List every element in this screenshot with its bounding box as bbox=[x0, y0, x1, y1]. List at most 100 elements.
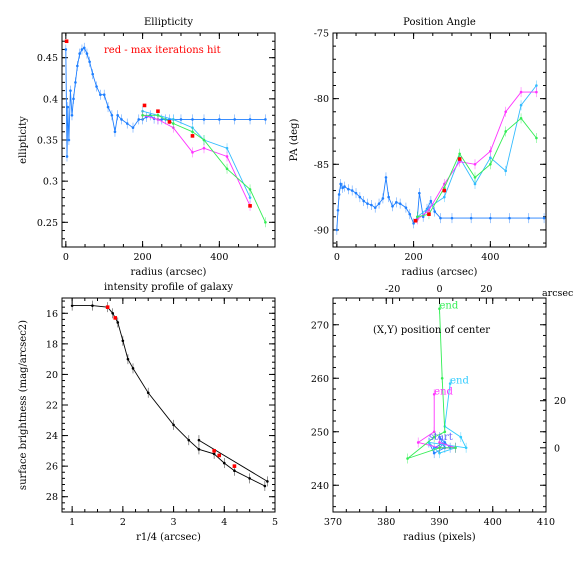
max-iter-point bbox=[190, 134, 195, 138]
data-point bbox=[69, 89, 72, 92]
data-point bbox=[432, 435, 436, 439]
max-iter-point bbox=[232, 464, 237, 468]
legend-annotation: red - max iterations hit bbox=[104, 45, 221, 56]
max-iter-point bbox=[442, 188, 447, 193]
y-tick-label: 0.4 bbox=[43, 94, 58, 105]
data-point bbox=[74, 81, 77, 84]
data-point bbox=[202, 118, 206, 121]
y-tick-label: 26 bbox=[46, 462, 58, 473]
max-iter-point bbox=[105, 305, 110, 309]
top-axis-tick-label: 20 bbox=[480, 284, 492, 295]
max-iter-point bbox=[248, 204, 252, 208]
panel-3: intensity profile of galaxy 1 2 3 4 5 16 18 20 22… bbox=[18, 282, 278, 543]
data-point bbox=[519, 117, 523, 120]
max-iter-point bbox=[64, 39, 69, 44]
data-point bbox=[350, 189, 354, 192]
data-point bbox=[125, 122, 129, 125]
data-point bbox=[266, 480, 269, 483]
data-point bbox=[387, 195, 390, 199]
x-tick-label: 410 bbox=[537, 517, 555, 528]
data-point bbox=[121, 339, 125, 343]
data-point bbox=[110, 114, 114, 117]
max-iter-point bbox=[427, 212, 431, 216]
data-point bbox=[248, 196, 252, 199]
y-tick-label: 20 bbox=[46, 370, 58, 381]
plot-area bbox=[64, 39, 267, 228]
data-point bbox=[347, 187, 350, 191]
data-point bbox=[225, 155, 229, 158]
x-tick-label: 4 bbox=[221, 517, 227, 528]
chart-title: Ellipticity bbox=[144, 17, 193, 28]
x-tick-label: 0 bbox=[63, 252, 69, 263]
data-point bbox=[473, 162, 477, 166]
data-point bbox=[76, 64, 79, 68]
y-axis-label: ellipticity bbox=[18, 116, 29, 164]
top-axis-tick-label: -20 bbox=[385, 284, 400, 295]
data-point bbox=[225, 167, 229, 171]
series-line-1 bbox=[72, 305, 266, 487]
max-iter-point bbox=[142, 103, 147, 108]
point-label: end bbox=[434, 386, 453, 397]
data-point bbox=[438, 446, 441, 450]
data-point bbox=[341, 186, 344, 190]
data-point bbox=[172, 423, 175, 427]
data-point bbox=[179, 118, 183, 121]
data-point bbox=[381, 197, 385, 200]
data-point bbox=[80, 48, 84, 51]
data-point bbox=[339, 182, 342, 186]
data-point bbox=[438, 441, 441, 444]
data-point bbox=[442, 195, 446, 199]
data-point bbox=[408, 212, 412, 216]
data-point bbox=[362, 199, 366, 203]
data-point bbox=[489, 162, 492, 166]
data-point bbox=[373, 206, 377, 209]
data-point bbox=[440, 376, 444, 380]
x-tick-label: 400 bbox=[484, 517, 502, 528]
data-point bbox=[473, 182, 477, 186]
point-label: end bbox=[440, 301, 459, 312]
plot-area bbox=[70, 300, 269, 492]
data-point bbox=[218, 118, 221, 121]
y-tick-label: 16 bbox=[46, 309, 58, 320]
data-point bbox=[443, 430, 447, 434]
data-point bbox=[197, 448, 201, 451]
data-point bbox=[504, 130, 508, 133]
x-tick-label: 380 bbox=[377, 517, 395, 528]
data-point bbox=[519, 90, 523, 94]
data-point bbox=[458, 152, 461, 156]
data-point bbox=[535, 84, 538, 87]
data-point bbox=[141, 114, 144, 117]
data-point bbox=[416, 215, 419, 219]
data-point bbox=[263, 484, 267, 488]
data-point bbox=[113, 130, 117, 134]
max-iter-point bbox=[217, 453, 222, 458]
series-line-2 bbox=[417, 85, 537, 218]
data-point bbox=[126, 357, 130, 361]
x-axis-label: radius (arcsec) bbox=[402, 267, 478, 278]
data-point bbox=[404, 206, 408, 209]
series-line-3 bbox=[417, 91, 537, 220]
data-point bbox=[469, 216, 473, 220]
series-line-2 bbox=[142, 110, 251, 198]
data-point bbox=[421, 215, 425, 219]
data-point bbox=[519, 103, 523, 107]
plot-area bbox=[335, 80, 546, 235]
data-point bbox=[202, 146, 206, 150]
data-point bbox=[450, 216, 454, 220]
y-tick-label: 260 bbox=[311, 374, 329, 385]
data-point bbox=[535, 136, 538, 140]
data-point bbox=[91, 72, 95, 76]
point-label: end bbox=[450, 376, 469, 387]
data-point bbox=[489, 156, 492, 160]
y-tick-label: 0.35 bbox=[37, 136, 58, 147]
data-point bbox=[489, 216, 492, 220]
data-point bbox=[85, 52, 89, 55]
x-tick-label: 200 bbox=[405, 252, 423, 263]
axes-frame bbox=[332, 32, 547, 248]
chart-title: intensity profile of galaxy bbox=[104, 282, 233, 293]
axes-frame bbox=[61, 297, 276, 513]
data-point bbox=[459, 435, 463, 439]
data-point bbox=[458, 160, 461, 163]
